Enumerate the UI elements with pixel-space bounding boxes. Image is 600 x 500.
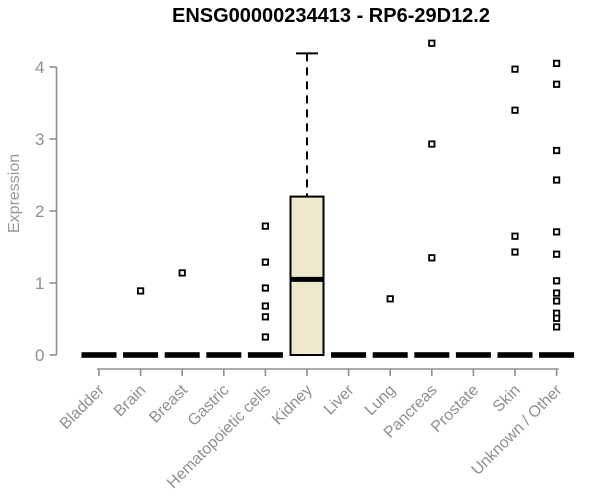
outlier-point bbox=[511, 106, 519, 114]
outlier-point bbox=[553, 314, 561, 322]
outlier-point bbox=[553, 176, 561, 184]
zero-median-bar bbox=[497, 352, 533, 358]
box bbox=[289, 195, 325, 356]
zero-median-bar bbox=[331, 352, 367, 358]
zero-median-bar bbox=[123, 352, 159, 358]
outlier-point bbox=[553, 297, 561, 305]
outlier-point bbox=[553, 228, 561, 236]
outlier-point bbox=[428, 140, 436, 148]
outlier-point bbox=[261, 302, 270, 310]
outlier-point bbox=[428, 254, 436, 262]
outlier-point bbox=[386, 295, 394, 303]
y-tick-label: 1 bbox=[35, 274, 44, 293]
zero-median-bar bbox=[164, 352, 200, 358]
y-tick-label: 0 bbox=[35, 346, 44, 365]
outlier-point bbox=[553, 250, 561, 258]
zero-median-bar bbox=[247, 352, 283, 358]
outlier-point bbox=[553, 289, 561, 297]
y-tick-label: 3 bbox=[35, 130, 44, 149]
outlier-point bbox=[553, 59, 561, 68]
x-tick-label: Skin bbox=[490, 382, 524, 416]
outlier-point bbox=[261, 333, 270, 341]
outlier-point bbox=[136, 287, 145, 295]
x-tick-label: Breast bbox=[146, 381, 191, 426]
outlier-point bbox=[553, 323, 561, 331]
x-tick-label: Lung bbox=[362, 382, 399, 419]
outlier-point bbox=[511, 232, 519, 240]
outlier-point bbox=[261, 222, 270, 230]
x-tick-label: Kidney bbox=[269, 382, 316, 429]
outlier-point bbox=[511, 65, 519, 73]
zero-median-bar bbox=[414, 352, 450, 358]
outlier-point bbox=[553, 146, 561, 155]
outlier-point bbox=[511, 248, 519, 256]
outlier-point bbox=[261, 258, 270, 266]
outlier-point bbox=[261, 313, 270, 321]
x-tick-label: Bladder bbox=[57, 381, 108, 432]
outlier-point bbox=[428, 39, 436, 47]
y-tick-label: 4 bbox=[35, 58, 44, 77]
outlier-point bbox=[553, 277, 561, 285]
zero-median-bar bbox=[372, 352, 408, 358]
zero-median-bar bbox=[455, 352, 491, 358]
y-tick-label: 2 bbox=[35, 202, 44, 221]
zero-median-bar bbox=[539, 352, 575, 358]
x-tick-label: Brain bbox=[111, 382, 149, 420]
outlier-point bbox=[178, 269, 186, 277]
zero-median-bar bbox=[81, 352, 117, 358]
zero-median-bar bbox=[206, 352, 242, 358]
chart-title: ENSG00000234413 - RP6-29D12.2 bbox=[172, 5, 490, 27]
outlier-point bbox=[261, 284, 270, 292]
outlier-point bbox=[553, 80, 561, 88]
x-tick-label: Liver bbox=[321, 381, 358, 418]
